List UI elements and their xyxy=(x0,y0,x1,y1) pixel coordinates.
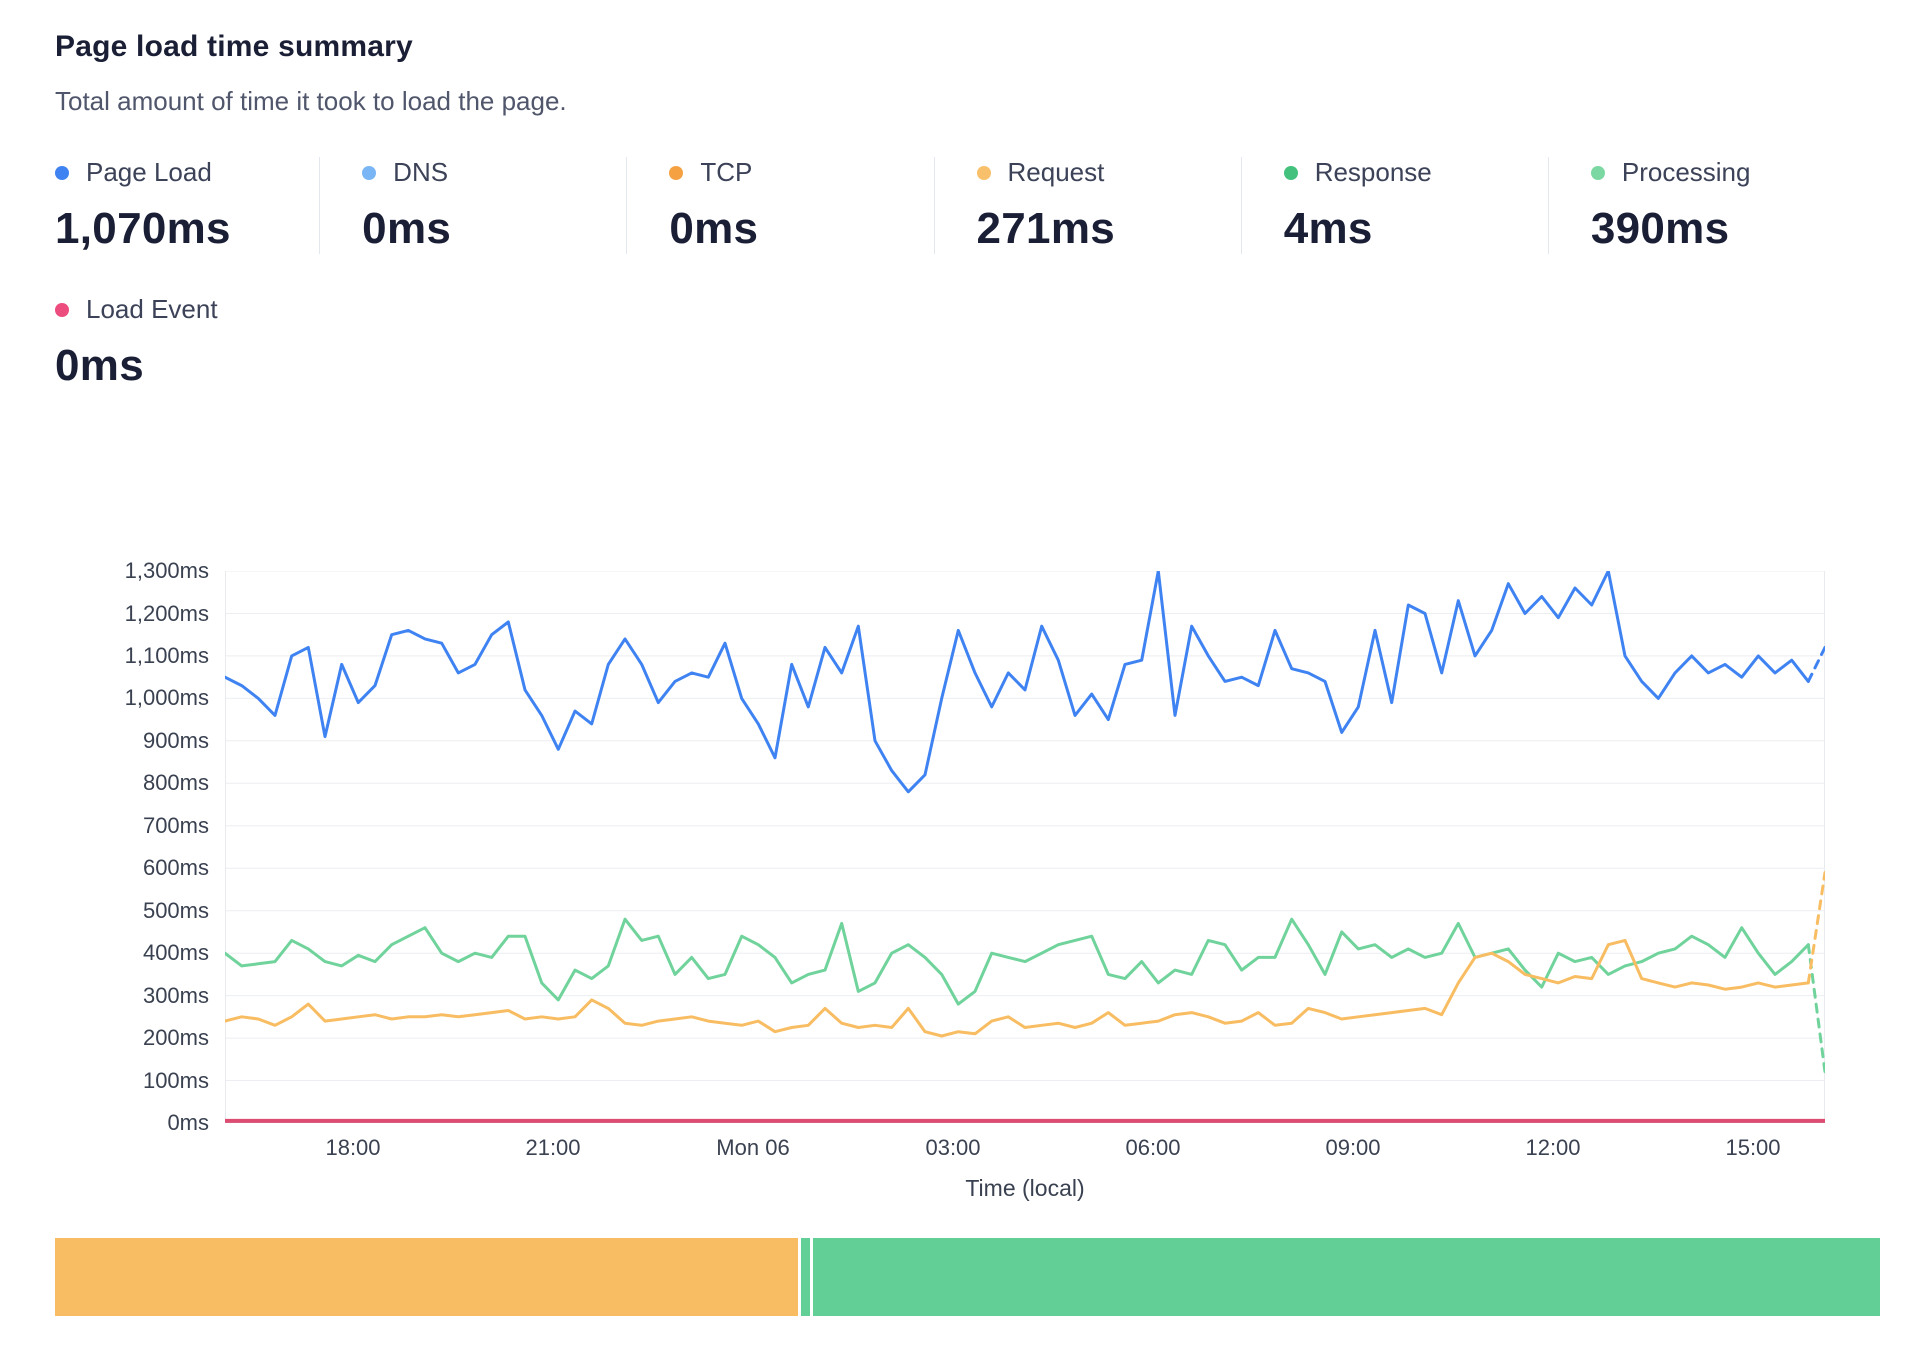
y-tick-label: 500ms xyxy=(142,897,209,923)
y-tick-label: 1,300ms xyxy=(124,558,209,583)
dns-legend-dot-icon xyxy=(362,165,377,180)
series-line-request xyxy=(225,938,1810,1038)
series-line-page-load xyxy=(225,571,1810,794)
metrics-legend-row: Page Load 1,070ms DNS 0ms TCP 0ms Request 271ms… xyxy=(55,157,1855,254)
timeline-segment-orange[interactable] xyxy=(55,1238,798,1316)
metric-value-dns: 0ms xyxy=(362,204,452,253)
y-tick-label: 800ms xyxy=(142,770,209,796)
page-load-legend-dot-icon xyxy=(55,165,69,180)
metric-value-page-load: 1,070ms xyxy=(55,204,231,253)
series-line-page-load-dashed xyxy=(1806,645,1825,683)
metric-processing[interactable]: Processing 390ms xyxy=(1547,157,1855,254)
x-axis-labels: 18:00 21:00 Mon 06 03:00 06:00 09:00 12:00 15:0… xyxy=(225,1135,1825,1165)
y-tick-label: 1,200ms xyxy=(124,600,209,626)
chart-grid: 0ms 100ms 200ms 300ms 400ms 500ms 600ms 700ms 80… xyxy=(55,558,1855,1135)
tcp-legend-dot-icon xyxy=(669,165,684,180)
metric-value-tcp: 0ms xyxy=(669,204,759,253)
metric-request[interactable]: Request 271ms xyxy=(933,157,1241,254)
chart-section: 0ms 100ms 200ms 300ms 400ms 500ms 600ms 700ms 80… xyxy=(55,558,1855,1202)
processing-legend-dot-icon xyxy=(1590,165,1605,180)
x-tick-label: 15:00 xyxy=(1725,1135,1781,1160)
metric-value-response: 4ms xyxy=(1283,204,1373,253)
metric-value-processing: 390ms xyxy=(1590,204,1730,253)
metric-response[interactable]: Response 4ms xyxy=(1240,157,1548,254)
x-tick-label: 06:00 xyxy=(1125,1135,1181,1160)
series-line-processing xyxy=(225,917,1810,1006)
timeline-segment-green-sliver[interactable] xyxy=(801,1238,810,1316)
y-tick-label: 900ms xyxy=(142,727,209,753)
metric-label-request: Request xyxy=(1007,157,1105,187)
y-tick-label: 600ms xyxy=(142,855,209,881)
metrics-legend-row-2: Load Event 0ms xyxy=(55,294,1855,391)
plot-area[interactable] xyxy=(225,571,1825,1123)
metric-head-dns: DNS xyxy=(362,157,626,188)
metric-label-load-event: Load Event xyxy=(86,294,218,324)
y-tick-label: 100ms xyxy=(142,1067,209,1093)
metric-page-load[interactable]: Page Load 1,070ms xyxy=(55,157,319,254)
metric-head-processing: Processing xyxy=(1590,157,1855,188)
y-tick-label: 1,100ms xyxy=(124,642,209,668)
line-chart-svg xyxy=(225,571,1825,1123)
timeline-segment-gap-1 xyxy=(797,1238,802,1316)
metric-head-response: Response xyxy=(1283,157,1548,188)
request-legend-dot-icon xyxy=(976,165,991,180)
metric-dns[interactable]: DNS 0ms xyxy=(319,157,626,254)
x-tick-label: 18:00 xyxy=(325,1135,381,1160)
metric-load-event[interactable]: Load Event 0ms xyxy=(55,294,218,391)
load-event-legend-dot-icon xyxy=(55,302,69,317)
metric-value-request: 271ms xyxy=(976,204,1116,253)
y-tick-label: 0ms xyxy=(167,1110,209,1135)
x-tick-label: 21:00 xyxy=(525,1135,581,1160)
metric-head-page-load: Page Load xyxy=(55,157,319,188)
metric-head-request: Request xyxy=(976,157,1241,188)
timeline-segment-gap-2 xyxy=(809,1238,814,1316)
y-tick-label: 300ms xyxy=(142,982,209,1008)
metric-head-load-event: Load Event xyxy=(55,294,218,325)
y-tick-label: 1,000ms xyxy=(124,685,209,711)
y-tick-label: 400ms xyxy=(142,940,209,966)
page-title: Page load time summary xyxy=(55,30,413,63)
y-tick-label: 700ms xyxy=(142,812,209,838)
x-tick-label: 03:00 xyxy=(925,1135,981,1160)
metric-head-tcp: TCP xyxy=(669,157,933,188)
metric-value-load-event: 0ms xyxy=(55,341,144,390)
metric-label-processing: Processing xyxy=(1621,157,1751,187)
timeline-bar xyxy=(55,1238,1880,1316)
metric-label-response: Response xyxy=(1314,157,1432,187)
y-axis-labels: 0ms 100ms 200ms 300ms 400ms 500ms 600ms 700ms 80… xyxy=(55,558,225,1135)
response-legend-dot-icon xyxy=(1283,165,1298,180)
page-subtitle: Total amount of time it took to load the… xyxy=(55,86,567,116)
x-axis-title: Time (local) xyxy=(965,1175,1085,1201)
metric-label-tcp: TCP xyxy=(700,157,753,187)
metric-tcp[interactable]: TCP 0ms xyxy=(626,157,933,254)
page-load-summary-panel: Page load time summary Total amount of t… xyxy=(55,30,1880,1316)
metric-label-dns: DNS xyxy=(393,157,449,187)
x-tick-label: Mon 06 xyxy=(716,1135,790,1160)
series-line-request-dashed xyxy=(1806,871,1825,985)
x-tick-label: 09:00 xyxy=(1325,1135,1381,1160)
metric-label-page-load: Page Load xyxy=(86,157,212,187)
y-tick-label: 200ms xyxy=(142,1025,209,1051)
x-tick-label: 12:00 xyxy=(1525,1135,1581,1160)
timeline-segment-green[interactable] xyxy=(813,1238,1880,1316)
